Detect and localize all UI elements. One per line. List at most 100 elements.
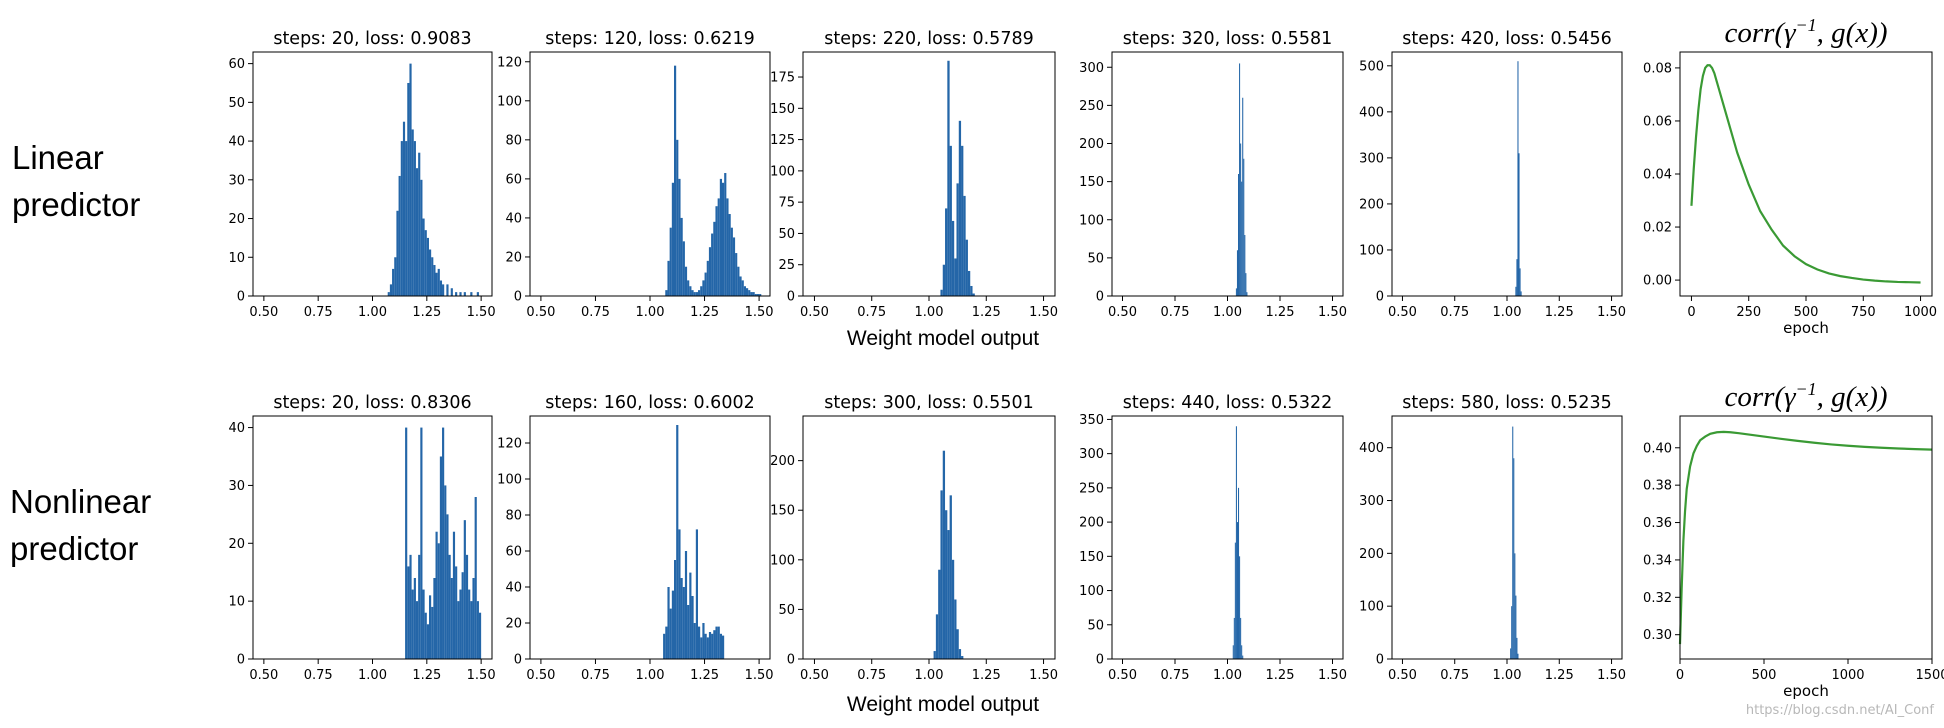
histogram-bar [956,183,959,296]
x-tick-label: 1.00 [1493,305,1522,320]
histogram-bar [1241,181,1243,297]
histogram-bar [706,637,709,659]
histogram-bar [472,578,475,659]
histogram-bar [409,63,412,297]
chart-panels: steps: 20, loss: 0.9083 0.50 0.75 1.00 1.25 1… [228,15,1944,700]
histogram-bar [754,294,757,296]
histogram-bar [442,284,445,296]
histogram-bar [1232,645,1234,659]
histogram-bar [947,60,950,297]
histogram-bar [455,566,458,659]
x-tick-label: 0.75 [1161,668,1190,683]
histogram-bar [442,427,445,659]
histogram-bar [465,554,469,659]
histogram-bar [463,292,466,296]
histogram-bar [711,633,714,659]
chart-title: steps: 20, loss: 0.8306 [273,393,471,413]
y-tick-label: 20 [505,250,522,265]
x-tick-label: 1.25 [972,305,1001,320]
y-tick-label: 30 [228,173,245,188]
histogram-bar [433,578,436,659]
histogram-bar [424,230,427,296]
x-tick-label: 1.00 [915,305,944,320]
x-tick-label: 1.50 [745,668,774,683]
histogram-bar [392,268,395,296]
histogram-bar [682,241,685,296]
histogram-bar [669,227,672,296]
histogram-bar [732,237,736,296]
histogram-bar [698,290,701,296]
histogram-bar [1236,250,1238,296]
y-tick-label: 300 [1079,61,1104,76]
plot-area [530,416,770,659]
plot-area [1112,416,1343,659]
histogram-bar [394,257,397,296]
chart-panel-linear-220: steps: 220, loss: 0.5789 0.50 0.75 1.00 1.25… [770,29,1058,320]
histogram-bar [947,530,950,659]
histogram-bar [1246,292,1248,296]
x-tick-label: 750 [1851,305,1876,320]
histogram-bar [972,293,975,296]
histogram-bar [461,572,464,659]
y-tick-label: 120 [497,55,522,70]
y-tick-label: 10 [228,251,245,266]
x-tick-label: 1.25 [1266,305,1295,320]
y-tick-label: 0.32 [1643,591,1672,606]
histogram-bar [759,294,762,296]
y-tick-label: 200 [770,454,795,469]
shared-xlabel-nonlinear: Weight model output [847,693,1039,716]
histogram-bar [671,590,674,659]
y-tick-label: 0.06 [1643,114,1672,129]
chart-title: steps: 420, loss: 0.5456 [1402,29,1611,49]
y-tick-label: 40 [505,211,522,226]
histogram-bar [967,270,971,296]
axes-frame [1679,415,1933,660]
corr-line [1678,430,1933,645]
y-tick-label: 0 [1376,290,1384,305]
histogram-bar [704,633,707,659]
histogram-bar [387,292,390,296]
x-tick-label: 1.25 [690,668,719,683]
y-tick-label: 100 [1079,584,1104,599]
x-tick-label: 0 [1687,305,1695,320]
histogram-bar [746,288,749,296]
histogram-bar [741,280,744,296]
histogram-bar [737,266,740,296]
histogram-bar [1240,143,1242,296]
corr-title-sup: −1 [1796,379,1817,399]
histogram-bar [708,247,712,296]
histogram-bar [669,608,672,659]
histogram-bar [667,260,670,296]
chart-title: steps: 580, loss: 0.5235 [1402,393,1611,413]
plot-area [253,52,492,296]
chart-title: steps: 20, loss: 0.9083 [273,29,471,49]
histogram-bar [951,559,955,659]
histogram-bar [400,141,403,296]
x-tick-label: 0.75 [857,668,886,683]
histogram-bar [942,450,946,659]
histogram-bar [459,292,462,296]
histogram-bar [717,626,720,659]
histogram-bar [693,292,696,296]
row-label-nonlinear-line2: predictor [10,530,138,567]
plot-area [1392,416,1622,659]
y-tick-label: 300 [1079,447,1104,462]
y-tick-label: 40 [228,135,245,150]
y-tick-label: 50 [1087,618,1104,633]
y-tick-label: 120 [497,437,522,452]
x-tick-label: 1.00 [636,305,665,320]
x-tick-label: 0.75 [857,305,886,320]
histogram-bar [958,649,962,659]
x-tick-label: 0.75 [304,305,333,320]
chart-panel-nonlinear-580: steps: 580, loss: 0.5235 0.50 0.75 1.00 1.25… [1359,393,1626,683]
histogram-bar [431,257,434,296]
histogram-bar [730,227,733,296]
histogram-bar [756,294,760,296]
x-tick-label: 0.50 [800,305,829,320]
y-tick-label: 0.02 [1643,221,1672,236]
chart-panel-linear-120: steps: 120, loss: 0.6219 0.50 0.75 1.00 1.25… [497,29,773,320]
histogram-bar [1245,273,1247,297]
y-tick-label: 400 [1359,441,1384,456]
histogram-bar [1517,61,1519,297]
x-tick-label: 1.00 [358,305,387,320]
